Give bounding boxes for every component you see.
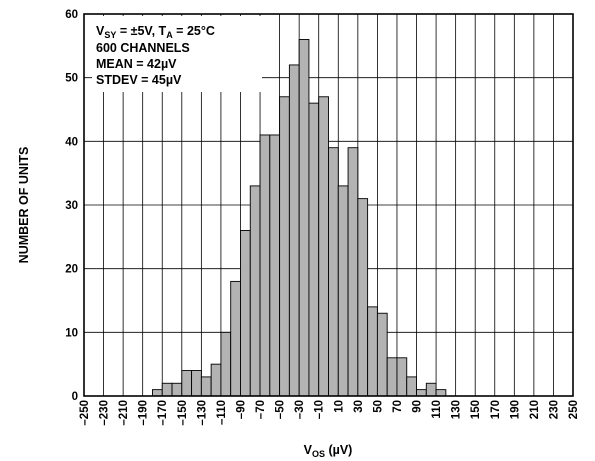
x-tick-label: 210 bbox=[529, 400, 541, 419]
x-tick-label: –150 bbox=[177, 400, 189, 426]
y-tick-label: 20 bbox=[65, 264, 78, 276]
histogram-bar bbox=[318, 96, 329, 397]
x-tick-label: 10 bbox=[333, 400, 345, 413]
x-tick-label: –10 bbox=[314, 400, 326, 419]
histogram-bar bbox=[161, 382, 173, 397]
x-tick-label: –30 bbox=[294, 400, 306, 419]
x-axis-title: VOS (µV) bbox=[304, 443, 353, 459]
y-tick-labels: 0 10 20 30 40 50 60 bbox=[65, 9, 78, 403]
x-tick-label: –130 bbox=[196, 400, 208, 426]
x-tick-label: 190 bbox=[509, 400, 521, 419]
histogram-bar bbox=[308, 102, 320, 397]
histogram-bar bbox=[435, 389, 447, 397]
histogram-bar bbox=[152, 389, 163, 397]
histogram-bar bbox=[298, 39, 310, 397]
x-tick-label: 170 bbox=[490, 400, 502, 419]
histogram-bar bbox=[240, 230, 251, 397]
x-tick-label: 70 bbox=[392, 400, 404, 413]
histogram-bar bbox=[328, 147, 339, 397]
annotation-box: VSY = ±5V, TA = 25°C 600 CHANNELS MEAN =… bbox=[92, 16, 262, 92]
x-tick-label: 130 bbox=[451, 400, 463, 419]
histogram-bar bbox=[386, 357, 398, 397]
histogram-bar bbox=[171, 382, 183, 397]
x-tick-label: –190 bbox=[138, 400, 150, 426]
x-tick-label: –70 bbox=[255, 400, 267, 419]
y-tick-label: 30 bbox=[65, 200, 78, 212]
histogram-bar bbox=[249, 185, 261, 397]
x-tick-label: –170 bbox=[157, 400, 169, 426]
histogram-bar bbox=[220, 331, 232, 397]
histogram-bar bbox=[406, 376, 417, 397]
x-tick-labels: –250 –230 –210 –190 –170 –150 –130 –110 –90 –70 –5… bbox=[79, 400, 580, 426]
histogram-bar bbox=[416, 389, 427, 397]
y-tick-label: 40 bbox=[65, 136, 78, 148]
histogram-bars bbox=[152, 39, 447, 397]
histogram-bar bbox=[230, 280, 241, 397]
histogram-bar bbox=[259, 134, 271, 397]
x-tick-label: –110 bbox=[216, 400, 228, 425]
x-tick-label: 50 bbox=[372, 400, 384, 413]
x-tick-label: –90 bbox=[235, 400, 247, 419]
histogram-bar bbox=[210, 363, 222, 397]
histogram-bar bbox=[367, 306, 378, 397]
x-tick-label: –230 bbox=[99, 400, 111, 426]
annotation-conditions: VSY = ±5V, TA = 25°C bbox=[96, 24, 215, 40]
histogram-bar bbox=[357, 198, 369, 397]
histogram-bar bbox=[376, 312, 388, 397]
annotation-background bbox=[92, 16, 262, 92]
y-tick-label: 10 bbox=[65, 327, 78, 339]
histogram-bar bbox=[181, 370, 193, 397]
x-tick-label: –210 bbox=[118, 400, 130, 426]
y-tick-label: 0 bbox=[72, 391, 78, 403]
histogram-bar bbox=[269, 134, 281, 397]
histogram-bar bbox=[396, 357, 408, 397]
y-tick-label: 60 bbox=[65, 9, 78, 21]
histogram-bar bbox=[347, 147, 359, 397]
annotation-channels: 600 CHANNELS bbox=[96, 41, 190, 55]
histogram-bar bbox=[425, 382, 437, 397]
histogram-bar bbox=[200, 376, 212, 397]
annotation-mean: MEAN = 42µV bbox=[96, 57, 177, 71]
x-tick-label: –50 bbox=[275, 400, 287, 419]
histogram-bar bbox=[279, 96, 290, 397]
y-axis-title: NUMBER OF UNITS bbox=[17, 147, 31, 264]
x-tick-label: 230 bbox=[548, 400, 560, 419]
plot-frame bbox=[83, 13, 574, 397]
x-tick-label: 90 bbox=[412, 400, 424, 413]
histogram-bar bbox=[337, 185, 349, 397]
x-tick-label: –250 bbox=[79, 400, 91, 426]
x-tick-label: 30 bbox=[353, 400, 365, 413]
y-tick-label: 50 bbox=[65, 73, 78, 85]
histogram-bar bbox=[288, 64, 300, 397]
histogram-bar bbox=[191, 370, 202, 397]
x-tick-label: 110 bbox=[431, 400, 443, 419]
x-tick-label: 150 bbox=[470, 400, 482, 419]
annotation-stdev: STDEV = 45µV bbox=[96, 73, 182, 87]
x-tick-label: 250 bbox=[568, 400, 580, 419]
